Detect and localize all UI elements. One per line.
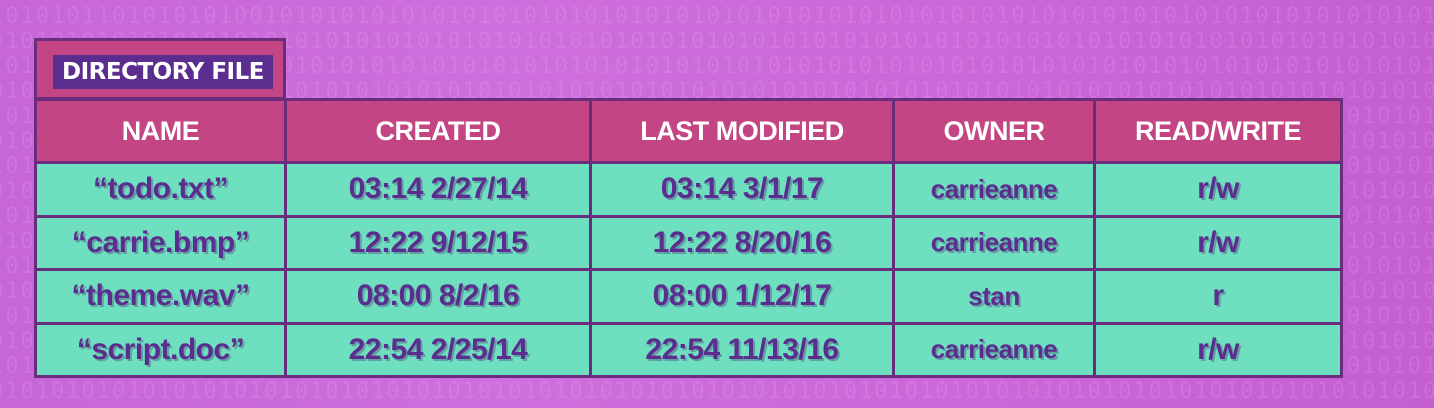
owner-cell: carrieanne <box>892 161 1096 218</box>
table-row: “carrie.bmp” 12:22 9/12/15 12:22 8/20/16… <box>34 214 1343 271</box>
column-header-last-modified: LAST MODIFIED <box>589 98 895 164</box>
permissions-cell: r/w <box>1093 161 1343 218</box>
created-cell: 12:22 9/12/15 <box>284 214 592 271</box>
created-cell: 03:14 2/27/14 <box>284 161 592 218</box>
last-modified-cell: 12:22 8/20/16 <box>589 214 895 271</box>
owner-cell: carrieanne <box>892 214 1096 271</box>
directory-title-tab: DIRECTORY FILE <box>34 38 286 100</box>
column-header-name: NAME <box>34 98 287 164</box>
owner-cell: carrieanne <box>892 321 1096 378</box>
file-name-cell: “script.doc” <box>34 321 287 378</box>
last-modified-cell: 22:54 11/13/16 <box>589 321 895 378</box>
permissions-cell: r/w <box>1093 321 1343 378</box>
file-name-cell: “theme.wav” <box>34 268 287 325</box>
directory-title: DIRECTORY FILE <box>53 55 273 89</box>
column-header-created: CREATED <box>284 98 592 164</box>
table-row: “todo.txt” 03:14 2/27/14 03:14 3/1/17 ca… <box>34 161 1343 218</box>
owner-cell: stan <box>892 268 1096 325</box>
last-modified-cell: 03:14 3/1/17 <box>589 161 895 218</box>
permissions-cell: r/w <box>1093 214 1343 271</box>
binary-row: 1010101101010101001010101010101010101010… <box>0 4 1434 29</box>
created-cell: 08:00 8/2/16 <box>284 268 592 325</box>
column-header-owner: OWNER <box>892 98 1096 164</box>
file-name-cell: “carrie.bmp” <box>34 214 287 271</box>
table-header-row: NAME CREATED LAST MODIFIED OWNER READ/WR… <box>34 98 1343 164</box>
file-name-cell: “todo.txt” <box>34 161 287 218</box>
directory-file-panel: DIRECTORY FILE NAME CREATED LAST MODIFIE… <box>34 38 1343 378</box>
table-row: “script.doc” 22:54 2/25/14 22:54 11/13/1… <box>34 321 1343 378</box>
permissions-cell: r <box>1093 268 1343 325</box>
created-cell: 22:54 2/25/14 <box>284 321 592 378</box>
column-header-read-write: READ/WRITE <box>1093 98 1343 164</box>
binary-row: 0101010101010101010101010101010101010101… <box>0 379 1434 404</box>
directory-table: NAME CREATED LAST MODIFIED OWNER READ/WR… <box>34 98 1343 378</box>
table-row: “theme.wav” 08:00 8/2/16 08:00 1/12/17 s… <box>34 268 1343 325</box>
last-modified-cell: 08:00 1/12/17 <box>589 268 895 325</box>
